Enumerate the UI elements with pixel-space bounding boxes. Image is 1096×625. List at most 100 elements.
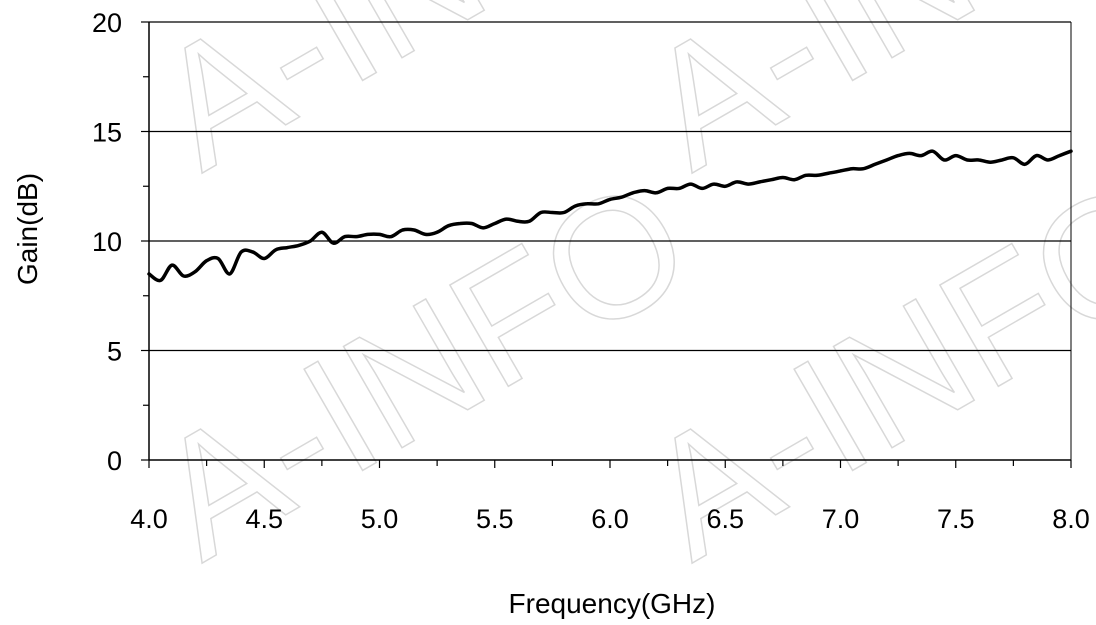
data-point	[470, 222, 473, 225]
data-point	[240, 250, 243, 253]
data-point	[413, 229, 416, 232]
data-point	[528, 220, 531, 223]
data-point	[908, 152, 911, 155]
x-tick-label-4.5: 4.5	[245, 504, 283, 534]
x-tick-label-5.5: 5.5	[476, 504, 514, 534]
data-point	[966, 158, 969, 161]
data-point	[585, 202, 588, 205]
data-point	[827, 172, 830, 175]
data-point	[1012, 156, 1015, 159]
data-point	[1058, 154, 1061, 157]
data-point	[989, 161, 992, 164]
data-point	[274, 248, 277, 251]
y-tick-label-10: 10	[92, 227, 122, 257]
data-point	[862, 167, 865, 170]
data-point	[182, 275, 185, 278]
data-point	[724, 185, 727, 188]
data-point	[897, 154, 900, 157]
data-point	[943, 158, 946, 161]
data-point	[343, 235, 346, 238]
data-point	[643, 189, 646, 192]
data-point	[851, 167, 854, 170]
data-point	[678, 187, 681, 190]
data-point	[217, 257, 220, 260]
data-point	[804, 174, 807, 177]
data-point	[366, 233, 369, 236]
data-point	[263, 257, 266, 260]
data-point	[885, 158, 888, 161]
x-tick-label-6.0: 6.0	[591, 504, 629, 534]
data-point	[609, 198, 612, 201]
data-point	[355, 235, 358, 238]
data-point	[505, 218, 508, 221]
data-point	[390, 235, 393, 238]
data-point	[148, 272, 151, 275]
data-point	[793, 178, 796, 181]
data-point	[735, 180, 738, 183]
x-tick-label-8.0: 8.0	[1052, 504, 1090, 534]
data-point	[482, 226, 485, 229]
data-point	[228, 272, 231, 275]
series	[147, 149, 1073, 283]
x-tick-label-4.0: 4.0	[130, 504, 168, 534]
x-tick-label-5.0: 5.0	[361, 504, 399, 534]
data-point	[954, 154, 957, 157]
data-point	[689, 183, 692, 186]
data-point	[655, 191, 658, 194]
data-point	[297, 244, 300, 247]
data-point	[551, 211, 554, 214]
data-point	[459, 222, 462, 225]
watermark-text: A-INFO	[125, 143, 719, 596]
data-point	[632, 191, 635, 194]
data-point	[874, 163, 877, 166]
y-tick-label-5: 5	[107, 337, 122, 367]
data-point	[977, 158, 980, 161]
data-point	[401, 229, 404, 232]
y-axis-title: Gain(dB)	[12, 173, 43, 285]
x-tick-label-7.0: 7.0	[822, 504, 860, 534]
data-point	[1070, 150, 1073, 153]
data-point	[931, 150, 934, 153]
data-point	[620, 196, 623, 199]
data-point	[320, 231, 323, 234]
data-point	[597, 202, 600, 205]
data-point	[1035, 154, 1038, 157]
data-point	[562, 211, 565, 214]
data-point	[666, 187, 669, 190]
y-tick-label-15: 15	[92, 118, 122, 148]
axes	[141, 21, 1072, 468]
data-point	[1046, 158, 1049, 161]
series-line-0	[147, 149, 1073, 283]
data-point	[920, 154, 923, 157]
data-point	[378, 233, 381, 236]
data-point	[1023, 163, 1026, 166]
data-point	[447, 224, 450, 227]
data-point	[816, 174, 819, 177]
data-point	[251, 250, 254, 253]
x-tick-label-7.5: 7.5	[937, 504, 975, 534]
data-point	[1000, 158, 1003, 161]
data-point	[758, 180, 761, 183]
data-point	[747, 183, 750, 186]
gridlines	[149, 21, 1071, 352]
data-point	[205, 259, 208, 262]
data-point	[516, 220, 519, 223]
x-axis-title: Frequency(GHz)	[509, 588, 716, 619]
data-point	[159, 279, 162, 282]
data-point	[701, 187, 704, 190]
data-point	[770, 178, 773, 181]
data-point	[493, 222, 496, 225]
data-point	[574, 204, 577, 207]
data-point	[424, 233, 427, 236]
data-point	[171, 264, 174, 267]
data-point	[286, 246, 289, 249]
data-point	[436, 231, 439, 234]
x-tick-label-6.5: 6.5	[706, 504, 744, 534]
x-tick-labels: 4.0 4.5 5.0 5.5 6.0 6.5 7.0 7.5 8.0	[130, 504, 1090, 534]
data-point	[332, 242, 335, 245]
y-tick-label-0: 0	[107, 446, 122, 476]
y-tick-label-20: 20	[92, 8, 122, 38]
data-point	[539, 211, 542, 214]
data-point	[781, 176, 784, 179]
